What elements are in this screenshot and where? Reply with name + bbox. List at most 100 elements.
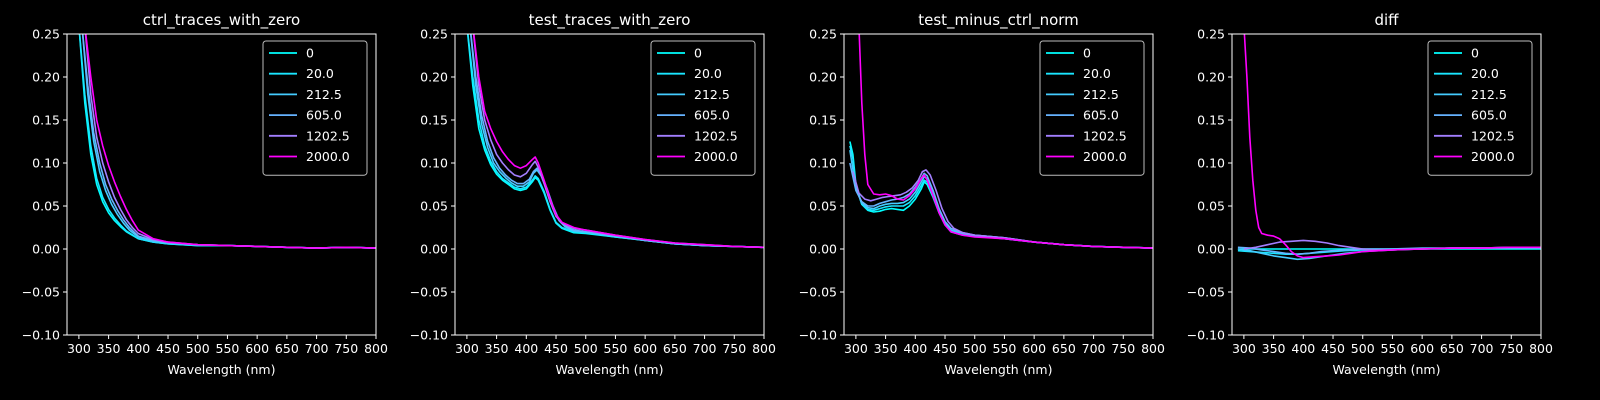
x-tick-label: 650 [1440,341,1464,356]
y-tick-label: 0.10 [420,156,448,171]
x-tick-label: 750 [1111,341,1135,356]
x-tick-label: 500 [1351,341,1375,356]
series-group [849,34,1153,249]
chart-title: test_minus_ctrl_norm [918,11,1079,30]
x-tick-label: 700 [305,341,329,356]
y-tick-label: −0.10 [1187,328,1225,343]
axes-frame [843,33,1154,336]
x-axis-label: Wavelength (nm) [556,362,664,377]
legend-label: 2000.0 [306,149,350,164]
legend-label: 0 [694,46,702,61]
chart-title: ctrl_traces_with_zero [143,11,300,30]
y-tick-label: −0.05 [22,285,60,300]
x-axis-label: Wavelength (nm) [1333,362,1441,377]
x-tick-label: 650 [663,341,687,356]
y-tick-label: 0.10 [809,156,837,171]
x-tick-label: 300 [455,341,479,356]
legend-label: 0 [1083,46,1091,61]
legend-label: 605.0 [306,108,342,123]
x-tick-label: 750 [722,341,746,356]
y-tick-label: 0.10 [1197,156,1225,171]
y-tick-label: −0.10 [22,328,60,343]
x-tick-label: 600 [1410,341,1434,356]
x-tick-label: 400 [514,341,538,356]
y-tick-label: 0.15 [1197,113,1225,128]
y-tick-label: −0.10 [799,328,837,343]
legend-label: 1202.5 [1471,128,1515,143]
series-line-5 [472,34,764,249]
x-tick-label: 650 [275,341,299,356]
x-tick-label: 550 [216,341,240,356]
axes-frame [1231,33,1542,336]
y-tick-label: 0.00 [1197,242,1225,257]
x-tick-label: 500 [186,341,210,356]
legend-label: 20.0 [694,66,722,81]
x-tick-label: 450 [1321,341,1345,356]
chart-panel-3: 300 350 400 450 500 550 600 650 700 750 800 −0.10 −0… [799,11,1165,377]
series-group [1237,34,1541,261]
y-tick-label: 0.05 [1197,199,1225,214]
y-tick-label: −0.05 [410,285,448,300]
x-tick-label: 550 [993,341,1017,356]
x-tick-label: 600 [633,341,657,356]
y-tick-label: 0.00 [809,242,837,257]
y-tick-label: 0.20 [32,70,60,85]
legend-label: 20.0 [306,66,334,81]
chart-panel-2: 300 350 400 450 500 550 600 650 700 750 800 −0.10 −0… [410,11,776,377]
x-tick-label: 300 [67,341,91,356]
chart-title: test_traces_with_zero [529,11,691,30]
series-group [466,34,764,249]
x-tick-label: 600 [245,341,269,356]
legend-label: 605.0 [694,108,730,123]
legend: 0 20.0 212.5 605.0 1202.5 2000.0 [650,40,756,176]
x-tick-label: 350 [485,341,509,356]
y-tick-label: 0.15 [32,113,60,128]
legend-label: 212.5 [1471,87,1507,102]
legend-label: 20.0 [1471,66,1499,81]
x-tick-label: 800 [364,341,388,356]
chart-title: diff [1374,11,1399,29]
legend-label: 212.5 [694,87,730,102]
y-tick-label: −0.05 [1187,285,1225,300]
y-tick-label: 0.15 [420,113,448,128]
x-tick-label: 400 [1291,341,1315,356]
legend-label: 212.5 [306,87,342,102]
series-line-5 [84,34,376,249]
x-tick-label: 450 [156,341,180,356]
x-tick-label: 500 [963,341,987,356]
x-tick-label: 400 [903,341,927,356]
x-tick-label: 350 [874,341,898,356]
y-tick-label: 0.20 [809,70,837,85]
legend-label: 1202.5 [694,128,738,143]
legend-label: 1202.5 [1083,128,1127,143]
y-tick-label: 0.00 [420,242,448,257]
legend-label: 0 [306,46,314,61]
x-tick-label: 600 [1022,341,1046,356]
legend-label: 20.0 [1083,66,1111,81]
x-tick-label: 400 [126,341,150,356]
y-tick-label: 0.20 [1197,70,1225,85]
axes-frame [454,33,765,336]
chart-panel-1: 300 350 400 450 500 550 600 650 700 750 800 −0.10 −0… [22,11,388,377]
x-tick-label: 750 [1499,341,1523,356]
x-tick-label: 700 [693,341,717,356]
series-group [78,34,376,249]
y-tick-label: −0.10 [410,328,448,343]
legend-label: 605.0 [1083,108,1119,123]
y-tick-label: 0.25 [1197,27,1225,42]
legend-label: 1202.5 [306,128,350,143]
x-tick-label: 300 [1232,341,1256,356]
legend-label: 0 [1471,46,1479,61]
x-tick-label: 350 [1262,341,1286,356]
x-tick-label: 550 [604,341,628,356]
x-tick-label: 800 [1529,341,1553,356]
x-tick-label: 800 [752,341,776,356]
y-tick-label: −0.05 [799,285,837,300]
x-tick-label: 700 [1470,341,1494,356]
y-tick-label: 0.05 [32,199,60,214]
y-tick-label: 0.00 [32,242,60,257]
x-tick-label: 800 [1141,341,1165,356]
y-tick-label: 0.25 [809,27,837,42]
legend-label: 2000.0 [694,149,738,164]
